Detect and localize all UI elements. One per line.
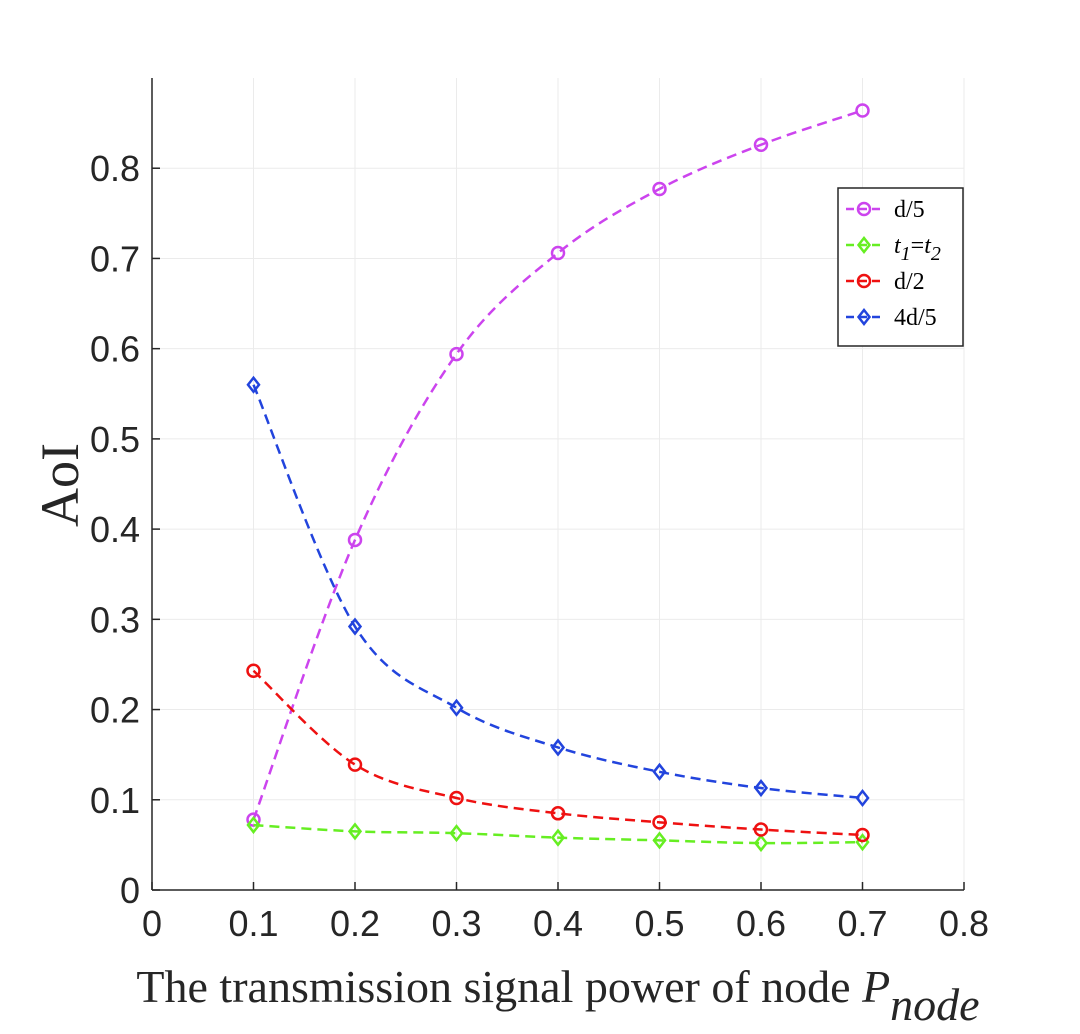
y-tick-label: 0.7 <box>90 238 140 279</box>
legend-box <box>837 187 964 347</box>
x-tick-label: 0.2 <box>330 903 380 944</box>
x-tick-label: 0.6 <box>736 903 786 944</box>
data-point-marker <box>449 824 464 843</box>
x-tick-label: 0.3 <box>431 903 481 944</box>
data-point-marker <box>347 757 363 772</box>
legend-marker <box>856 201 872 217</box>
y-tick-label: 0.1 <box>90 780 140 821</box>
legend-entry: t1=t2 <box>846 233 941 265</box>
data-point-marker <box>550 738 566 757</box>
series-line <box>252 384 863 800</box>
axes <box>151 78 965 891</box>
data-point-marker <box>652 181 667 197</box>
y-tick-label: 0.5 <box>90 419 140 460</box>
y-axis-label: AoI <box>30 443 90 527</box>
y-tick-label: 0.2 <box>90 690 140 731</box>
data-point-marker <box>753 779 769 798</box>
legend-marker <box>856 307 872 327</box>
series-d-2 <box>246 663 870 843</box>
data-point-marker <box>246 816 261 835</box>
data-point-marker <box>652 762 667 781</box>
data-point-marker <box>855 827 870 843</box>
data-point-marker <box>550 245 566 261</box>
data-point-marker <box>347 822 363 841</box>
series-line <box>252 669 863 837</box>
x-axis-label: The transmission signal power of node Pn… <box>136 961 979 1030</box>
series <box>246 103 870 853</box>
y-tick-label: 0 <box>120 870 140 911</box>
y-tick-label: 0.4 <box>90 509 140 550</box>
series-line <box>252 109 863 821</box>
data-point-marker <box>449 698 464 717</box>
data-point-marker <box>550 828 566 847</box>
data-point-marker <box>753 834 769 853</box>
x-tick-label: 0.5 <box>634 903 684 944</box>
legend-label: t1=t2 <box>894 233 941 265</box>
legend-entry: 4d/5 <box>846 305 937 331</box>
x-tick-label: 0.1 <box>228 903 278 944</box>
series-t1-t2 <box>246 816 870 853</box>
x-axis-label-sub: node <box>890 979 979 1030</box>
x-axis-label-var: P <box>861 961 890 1012</box>
legend-label: d/2 <box>894 269 925 295</box>
legend-marker <box>856 235 872 255</box>
x-tick-label: 0 <box>142 903 162 944</box>
data-point-marker <box>855 103 870 118</box>
data-point-marker <box>550 806 566 821</box>
y-tick-label: 0.6 <box>90 329 140 370</box>
legend-label: 4d/5 <box>894 305 937 331</box>
x-tick-label: 0.4 <box>533 903 583 944</box>
data-point-marker <box>449 790 464 806</box>
tick-labels: 0 0.1 0.2 0.3 0.4 0.5 0.6 0.7 0.8 0 0.1 0.2 0.3 0.4 0.… <box>90 148 989 944</box>
data-point-marker <box>652 831 667 850</box>
legend-entry: d/5 <box>846 197 925 223</box>
legend-marker <box>856 273 872 289</box>
data-point-marker <box>855 788 870 807</box>
x-tick-label: 0.8 <box>939 903 989 944</box>
data-point-marker <box>347 532 363 548</box>
x-tick-label: 0.7 <box>837 903 887 944</box>
data-point-marker <box>652 815 667 830</box>
x-axis-label-text: The transmission signal power of node <box>136 961 862 1012</box>
data-point-marker <box>246 663 261 679</box>
y-tick-label: 0.3 <box>90 599 140 640</box>
y-tick-label: 0.8 <box>90 148 140 189</box>
data-point-marker <box>246 375 261 394</box>
data-point-marker <box>449 346 464 362</box>
data-point-marker <box>753 137 769 153</box>
legend-entry: d/2 <box>846 269 925 295</box>
legend-label: d/5 <box>894 197 925 223</box>
series-line <box>253 823 863 845</box>
series-d-5 <box>246 103 870 827</box>
series-4d-5 <box>246 375 870 807</box>
legend: d/5 t1=t2 d/2 4d/5 <box>837 187 964 347</box>
data-point-marker <box>753 822 769 837</box>
data-point-marker <box>347 617 363 636</box>
